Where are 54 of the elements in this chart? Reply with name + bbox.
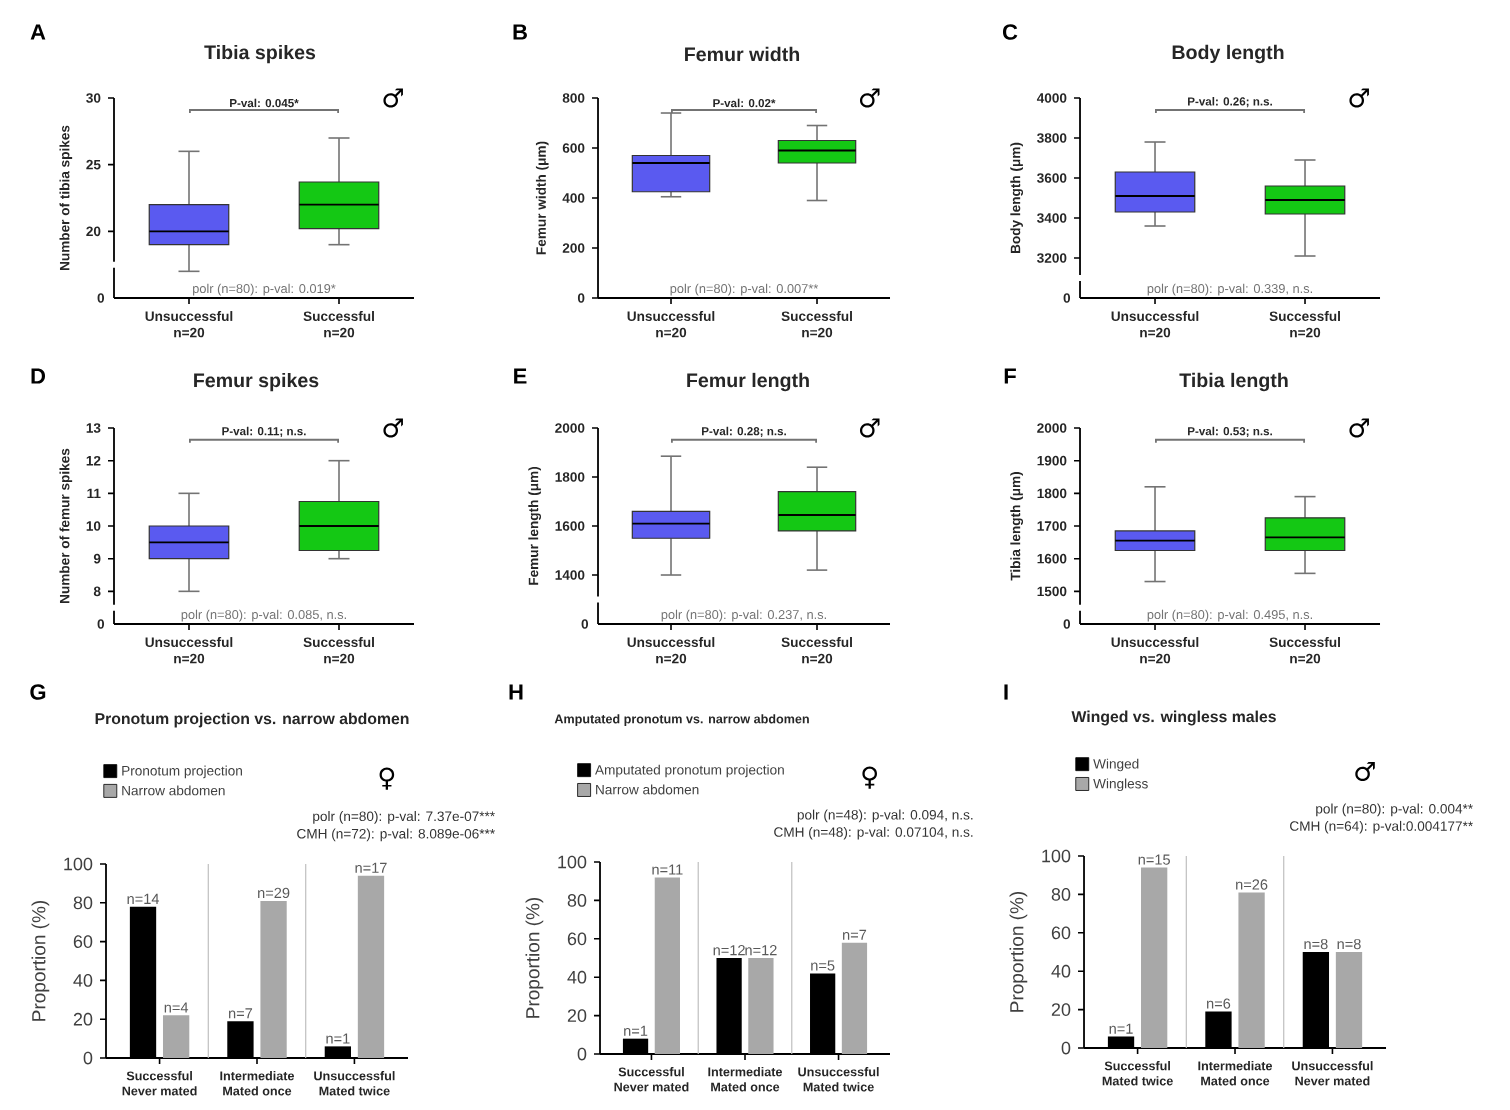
y-tick-label: 20	[567, 1009, 587, 1022]
annotation: ♂	[859, 88, 880, 108]
y-tick-label: 0	[577, 1047, 587, 1061]
chart-title: Femur spikes	[194, 372, 319, 392]
y-tick-label: 0	[83, 1051, 93, 1065]
text: ♂	[1355, 761, 1375, 782]
chart-title: Tibia length	[1179, 372, 1288, 392]
bar	[260, 900, 287, 1059]
y-tick-label: 100	[64, 857, 93, 871]
y-tick-label: 20	[73, 1012, 93, 1026]
chart-title: Femur length	[687, 372, 809, 392]
annotation: ♂	[1349, 88, 1369, 108]
text: F	[1004, 368, 1016, 384]
y-tick-label: 80	[1051, 888, 1071, 901]
bar	[654, 877, 680, 1055]
y-tick-label: 80	[567, 894, 587, 907]
annotation: ♂	[1349, 418, 1369, 438]
text: I	[1004, 684, 1008, 700]
chart-title: Femur width	[685, 46, 800, 62]
text: G	[30, 684, 46, 700]
bar	[357, 875, 385, 1059]
bar	[162, 1015, 190, 1059]
y-tick-label: 60	[73, 935, 93, 948]
y-tick-label: 0	[1061, 1041, 1071, 1055]
y-tick-label: 100	[558, 855, 587, 869]
text: ♀	[862, 766, 877, 789]
y-tick-label: 20	[1051, 1003, 1071, 1016]
text: B	[513, 24, 527, 40]
annotation: ♂	[383, 88, 403, 108]
bar	[1335, 952, 1363, 1049]
y-tick-label: 100	[1042, 849, 1071, 863]
bar	[1141, 867, 1168, 1049]
text: E	[514, 368, 527, 384]
text: ♀	[379, 767, 395, 790]
chart-title: Tibia spikes	[204, 44, 316, 64]
y-tick-label: 40	[567, 970, 587, 984]
chart-title: Body length	[1172, 44, 1284, 64]
y-tick-label: 60	[567, 932, 587, 946]
annotation: ♂	[859, 418, 880, 438]
y-tick-label: 40	[1051, 964, 1071, 978]
y-tick-label: 80	[73, 896, 93, 910]
bar	[841, 942, 868, 1055]
y-axis-title: Proportion (%)	[31, 900, 50, 1021]
annotation: ♂	[383, 418, 403, 438]
text: A	[30, 24, 46, 40]
text: C	[1002, 24, 1018, 40]
y-axis-title: Proportion (%)	[525, 897, 544, 1018]
y-tick-label: 40	[73, 974, 93, 987]
text: H	[509, 684, 523, 700]
text: D	[31, 368, 46, 384]
bar	[748, 958, 774, 1055]
bar	[1238, 892, 1265, 1049]
y-tick-label: 60	[1051, 926, 1071, 940]
y-axis-title: Proportion (%)	[1009, 891, 1028, 1012]
